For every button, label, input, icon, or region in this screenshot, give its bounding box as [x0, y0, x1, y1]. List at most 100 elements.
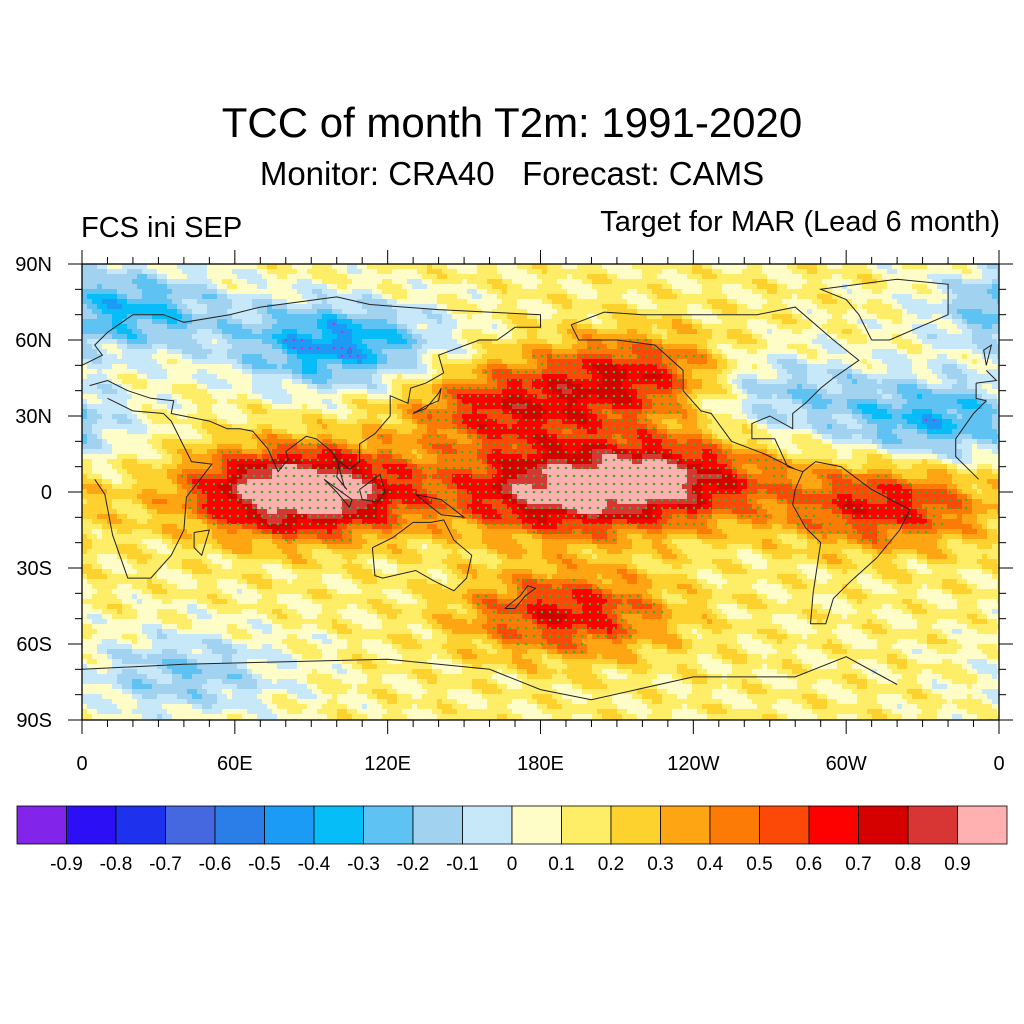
field-cell [512, 389, 518, 395]
field-cell [632, 379, 638, 385]
field-cell [257, 284, 263, 290]
field-cell [527, 319, 533, 325]
field-cell [727, 284, 733, 290]
field-cell [677, 389, 683, 395]
field-cell [82, 374, 88, 380]
field-cell [777, 379, 783, 385]
field-cell [322, 364, 328, 370]
field-cell [932, 329, 938, 335]
field-cell [777, 284, 783, 290]
field-cell [542, 294, 548, 300]
field-cell [707, 339, 713, 345]
field-cell [147, 339, 153, 345]
field-cell [937, 309, 943, 315]
field-cell [227, 294, 233, 300]
field-cell [132, 364, 138, 370]
field-cell [327, 279, 333, 285]
field-cell [647, 354, 653, 360]
field-cell [242, 324, 248, 330]
field-cell [377, 374, 383, 380]
field-cell [227, 274, 233, 280]
field-cell [322, 389, 328, 395]
field-cell [802, 349, 808, 355]
field-cell [482, 324, 488, 330]
field-cell [812, 269, 818, 275]
field-cell [867, 284, 873, 290]
field-cell [152, 269, 158, 275]
field-cell [217, 319, 223, 325]
field-cell [767, 324, 773, 330]
field-cell [697, 319, 703, 325]
field-cell [592, 334, 598, 340]
field-cell [392, 374, 398, 380]
field-cell [497, 389, 503, 395]
field-cell [757, 274, 763, 280]
field-cell [167, 384, 173, 390]
field-cell [832, 269, 838, 275]
field-cell [707, 389, 713, 395]
field-cell [557, 389, 563, 395]
field-cell [297, 264, 303, 270]
field-cell [282, 369, 288, 375]
field-cell [647, 319, 653, 325]
field-cell [357, 364, 363, 370]
field-cell [927, 264, 933, 270]
field-cell [707, 309, 713, 315]
field-cell [122, 299, 128, 305]
field-cell [822, 354, 828, 360]
field-cell [652, 269, 658, 275]
field-cell [582, 324, 588, 330]
field-cell [292, 319, 298, 325]
field-cell [977, 379, 983, 385]
field-cell [117, 284, 123, 290]
field-cell [387, 274, 393, 280]
field-cell [512, 369, 518, 375]
field-cell [757, 364, 763, 370]
field-cell [377, 329, 383, 335]
field-cell [507, 274, 513, 280]
field-cell [387, 289, 393, 295]
field-cell [427, 299, 433, 305]
field-cell [367, 394, 373, 400]
field-cell [632, 264, 638, 270]
field-cell [487, 344, 493, 350]
field-cell [637, 304, 643, 310]
field-cell [662, 289, 668, 295]
field-cell [787, 344, 793, 350]
field-cell [232, 304, 238, 310]
field-cell [377, 364, 383, 370]
field-cell [82, 339, 88, 345]
field-cell [402, 374, 408, 380]
field-cell [987, 264, 993, 270]
field-cell [297, 274, 303, 280]
field-cell [222, 349, 228, 355]
field-cell [247, 364, 253, 370]
field-cell [142, 379, 148, 385]
field-cell [737, 309, 743, 315]
field-cell [797, 289, 803, 295]
field-cell [117, 289, 123, 295]
field-cell [407, 334, 413, 340]
field-cell [217, 349, 223, 355]
field-cell [552, 264, 558, 270]
field-cell [597, 279, 603, 285]
field-cell [847, 379, 853, 385]
field-cell [942, 369, 948, 375]
field-cell [322, 304, 328, 310]
field-cell [792, 324, 798, 330]
field-cell [407, 279, 413, 285]
field-cell [482, 284, 488, 290]
field-cell [177, 299, 183, 305]
field-cell [687, 324, 693, 330]
field-cell [112, 269, 118, 275]
field-cell [247, 374, 253, 380]
field-cell [392, 319, 398, 325]
field-cell [542, 264, 548, 270]
field-cell [752, 304, 758, 310]
field-cell [797, 379, 803, 385]
field-cell [502, 304, 508, 310]
field-cell [462, 309, 468, 315]
field-cell [497, 359, 503, 365]
field-cell [297, 304, 303, 310]
field-cell [607, 329, 613, 335]
